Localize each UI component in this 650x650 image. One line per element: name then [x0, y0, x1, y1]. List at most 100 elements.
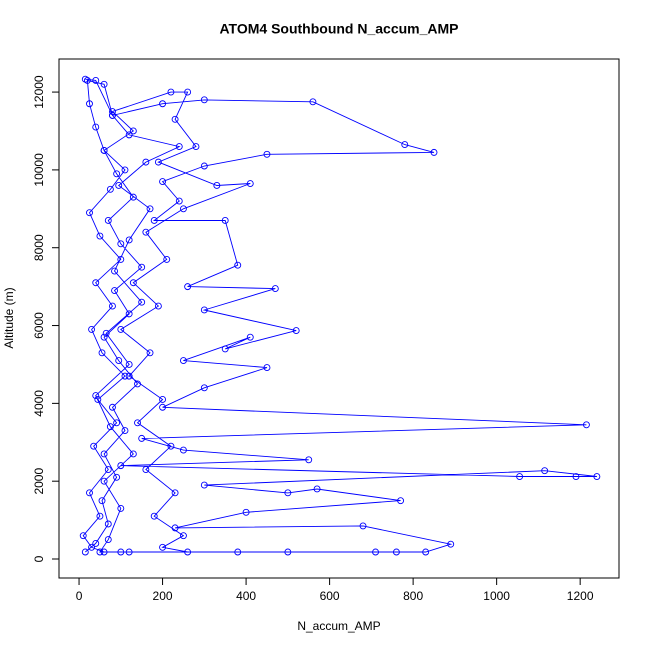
data-point — [92, 539, 100, 547]
data-point — [134, 380, 141, 388]
data-point — [117, 548, 125, 556]
data-point — [125, 372, 133, 380]
x-axis-label: N_accum_AMP — [297, 619, 380, 633]
data-point — [154, 158, 162, 166]
data-point — [541, 467, 549, 475]
data-point — [86, 209, 93, 217]
data-point — [125, 236, 133, 244]
data-point — [401, 141, 409, 149]
data-point — [171, 524, 179, 532]
data-point — [246, 333, 254, 341]
data-point — [96, 512, 104, 520]
data-point — [106, 423, 114, 431]
data-point — [159, 178, 167, 186]
data-point — [115, 357, 123, 365]
data-point — [284, 489, 292, 497]
data-point — [113, 419, 121, 427]
data-point — [111, 267, 118, 275]
y-tick-label: 8000 — [32, 234, 46, 261]
y-tick-label: 0 — [32, 555, 46, 562]
data-point — [146, 205, 154, 213]
data-point — [125, 131, 133, 139]
y-tick-label: 4000 — [32, 390, 46, 417]
data-point — [109, 302, 116, 310]
data-point — [234, 548, 242, 556]
data-point — [104, 217, 112, 224]
data-point — [582, 421, 590, 429]
data-point — [109, 108, 116, 115]
data-point — [167, 88, 175, 96]
data-point — [175, 143, 183, 151]
data-point — [92, 76, 100, 84]
data-point — [200, 384, 208, 392]
data-point — [159, 543, 167, 551]
data-point — [192, 143, 200, 151]
x-tick-label: 0 — [76, 589, 83, 603]
data-point — [200, 306, 208, 314]
data-point — [430, 148, 438, 156]
data-point — [98, 497, 106, 505]
data-point — [92, 392, 100, 400]
data-point — [86, 489, 93, 497]
data-point — [111, 287, 118, 294]
data-line — [82, 78, 597, 553]
data-point — [184, 283, 192, 291]
data-point — [179, 357, 187, 365]
data-point — [138, 298, 146, 306]
data-point — [263, 364, 271, 372]
data-point — [100, 548, 108, 556]
data-point — [117, 325, 125, 333]
data-point — [309, 98, 317, 106]
data-point — [129, 127, 137, 135]
data-point — [246, 180, 254, 187]
data-point — [121, 166, 129, 174]
data-point — [184, 548, 192, 556]
data-point — [96, 548, 104, 556]
data-point — [96, 232, 104, 240]
data-point — [171, 115, 179, 123]
x-tick-label: 600 — [320, 589, 340, 603]
data-point — [150, 217, 158, 224]
data-point — [88, 543, 96, 551]
data-point — [572, 473, 580, 480]
data-point — [79, 532, 87, 540]
x-tick-label: 800 — [403, 589, 423, 603]
y-tick-label: 10000 — [32, 153, 46, 187]
data-point — [242, 508, 250, 516]
chart-title: ATOM4 Southbound N_accum_AMP — [219, 21, 458, 37]
data-point — [100, 146, 108, 154]
x-tick-label: 400 — [236, 589, 256, 603]
data-point — [138, 434, 146, 442]
data-point — [117, 504, 125, 512]
data-point — [100, 450, 108, 458]
data-point — [92, 279, 100, 287]
data-point — [134, 419, 141, 427]
data-point — [125, 361, 133, 368]
data-point — [292, 327, 300, 335]
data-point — [179, 446, 187, 454]
y-tick-label: 2000 — [32, 468, 46, 495]
data-point — [86, 100, 93, 108]
data-point — [163, 255, 171, 263]
data-point — [121, 427, 129, 435]
data-point — [221, 345, 229, 353]
data-point — [159, 403, 167, 411]
data-point — [142, 228, 150, 236]
data-point — [81, 548, 89, 556]
data-point — [159, 396, 167, 403]
data-point — [150, 512, 158, 520]
data-point — [516, 473, 524, 480]
x-tick-label: 1200 — [567, 589, 594, 603]
data-point — [94, 396, 102, 403]
y-tick-label: 12000 — [32, 75, 46, 109]
x-tick-label: 1000 — [483, 589, 510, 603]
data-point — [397, 497, 405, 505]
data-point — [234, 261, 242, 269]
data-point — [142, 466, 150, 473]
data-point — [146, 349, 154, 357]
data-point — [104, 536, 112, 544]
x-tick-label: 200 — [153, 589, 173, 603]
y-tick-label: 6000 — [32, 312, 46, 339]
